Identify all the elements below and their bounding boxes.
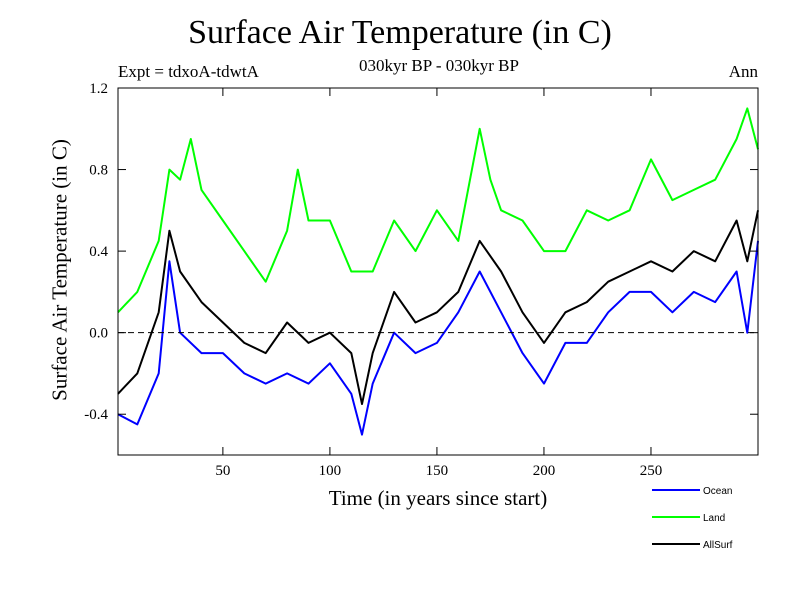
- legend-label-allsurf: AllSurf: [703, 540, 733, 551]
- y-tick-label: 0.0: [89, 326, 108, 342]
- series-layer: [117, 107, 759, 436]
- season-label: Ann: [728, 62, 758, 81]
- plot-frame: [117, 87, 759, 456]
- legend-label-land: Land: [703, 513, 725, 524]
- series-line-land: [117, 107, 759, 313]
- chart-subtitle: 030kyr BP - 030kyr BP: [359, 56, 519, 75]
- x-tick-label: 200: [533, 463, 556, 479]
- x-tick-label: 100: [319, 463, 342, 479]
- experiment-label: Expt = tdxoA-tdwtA: [118, 62, 259, 81]
- y-tick-label: 0.8: [89, 163, 108, 179]
- x-tick-label: 250: [640, 463, 663, 479]
- series-line-allsurf: [117, 210, 759, 405]
- y-tick-label: 1.2: [89, 81, 108, 97]
- legend-label-ocean: Ocean: [703, 486, 732, 497]
- legend: Ocean Land AllSurf: [652, 486, 733, 551]
- series-line-ocean: [117, 240, 759, 436]
- x-tick-label: 150: [426, 463, 449, 479]
- x-tick-label: 50: [215, 463, 230, 479]
- y-tick-label: 0.4: [89, 244, 108, 260]
- y-tick-label: -0.4: [84, 407, 108, 423]
- axis-ticks: 50 100 150 200 250 -0.4 0.0 0.4 0.8 1.2: [84, 81, 758, 479]
- x-axis-title: Time (in years since start): [328, 486, 548, 510]
- chart-title: Surface Air Temperature (in C): [188, 14, 612, 51]
